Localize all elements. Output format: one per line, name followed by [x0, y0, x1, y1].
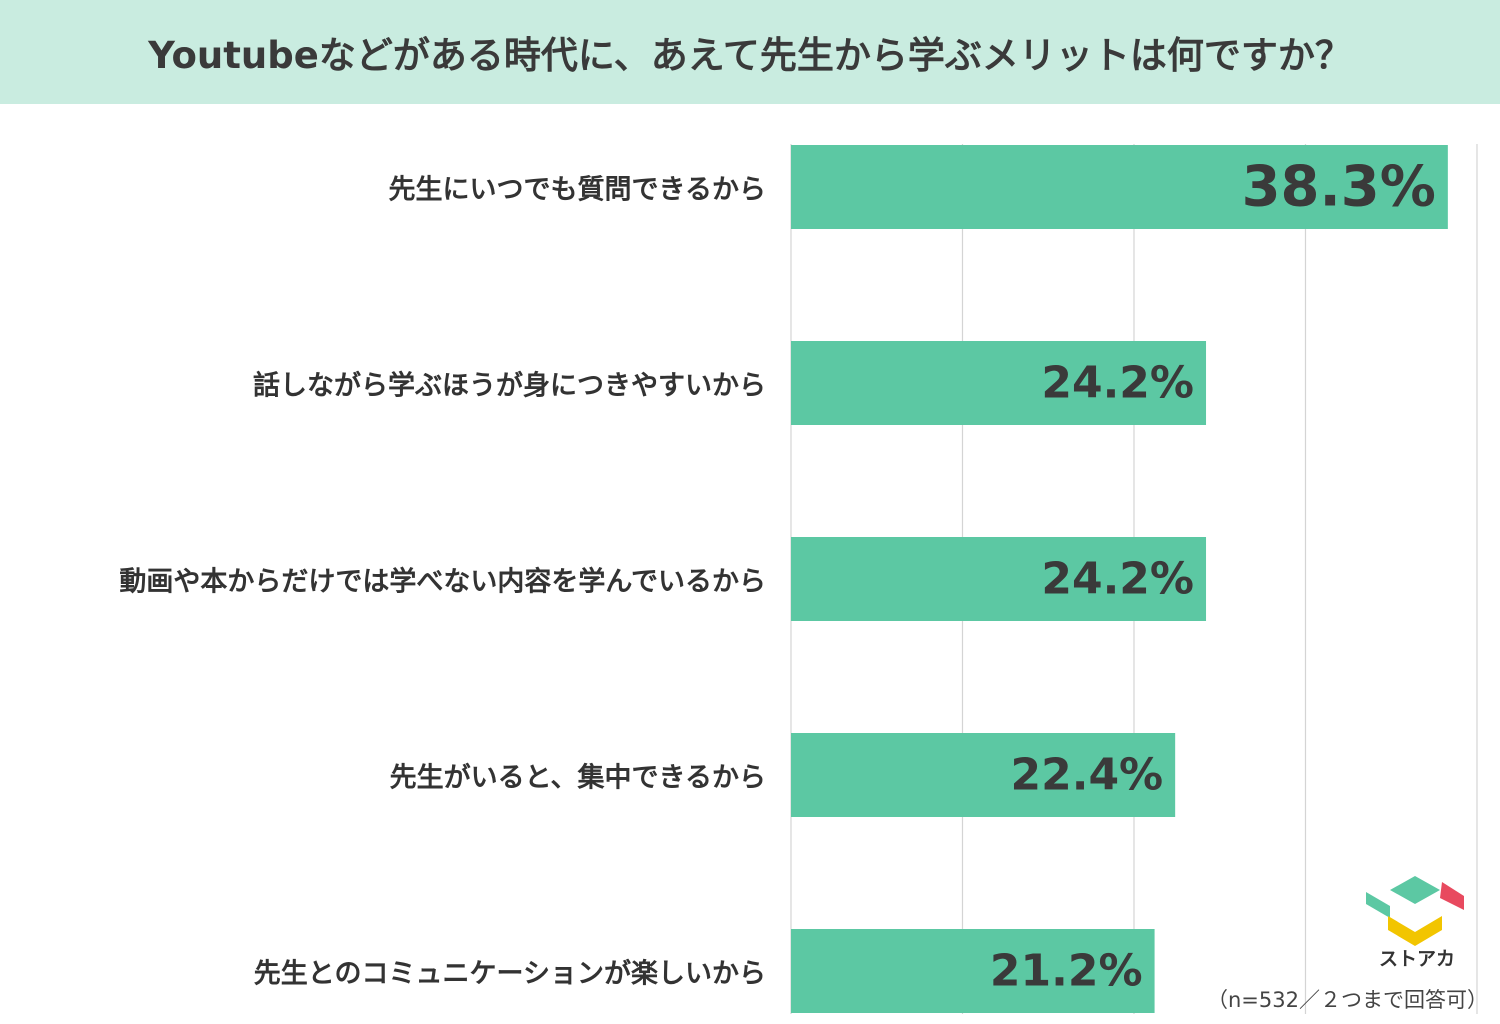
- logo-green-shape: [1390, 876, 1440, 904]
- logo-yellow-shape: [1388, 916, 1442, 946]
- bar: [791, 537, 1207, 621]
- logo-red-shape: [1440, 882, 1464, 910]
- bar-value-label: 21.2%: [990, 946, 1143, 997]
- bar-value-label: 24.2%: [1041, 358, 1194, 409]
- logo-green-left: [1366, 892, 1390, 918]
- bar-value-label: 24.2%: [1041, 554, 1194, 605]
- bar: [791, 145, 1448, 229]
- title-banner: Youtubeなどがある時代に、あえて先生から学ぶメリットは何ですか？: [0, 0, 1500, 104]
- category-label: 動画や本からだけでは学べない内容を学んでいるから: [119, 566, 766, 598]
- category-label: 先生がいると、集中できるから: [389, 762, 766, 794]
- bar: [791, 733, 1176, 817]
- bar-value-label: 22.4%: [1011, 750, 1164, 801]
- category-label: 話しながら学ぶほうが身につきやすいから: [253, 370, 766, 402]
- storeaca-logo-icon: [1366, 876, 1464, 946]
- sample-footnote: （n=532／２つまで回答可）: [1207, 988, 1488, 1012]
- bar: [791, 341, 1207, 425]
- category-label: 先生にいつでも質問できるから: [388, 174, 766, 206]
- chart-title: Youtubeなどがある時代に、あえて先生から学ぶメリットは何ですか？: [148, 34, 1352, 77]
- bar-value-label: 38.3%: [1242, 155, 1436, 220]
- chart-canvas: 38.3% 24.2% 24.2% 22.4% 21.2%: [790, 144, 1478, 1014]
- bar-chart: 38.3% 24.2% 24.2% 22.4% 21.2% 先生にいつでも質問できるから…: [0, 104, 1500, 1024]
- logo-text: ストアカ: [1378, 948, 1455, 970]
- category-label: 先生とのコミュニケーションが楽しいから: [253, 958, 766, 990]
- bar: [791, 929, 1155, 1013]
